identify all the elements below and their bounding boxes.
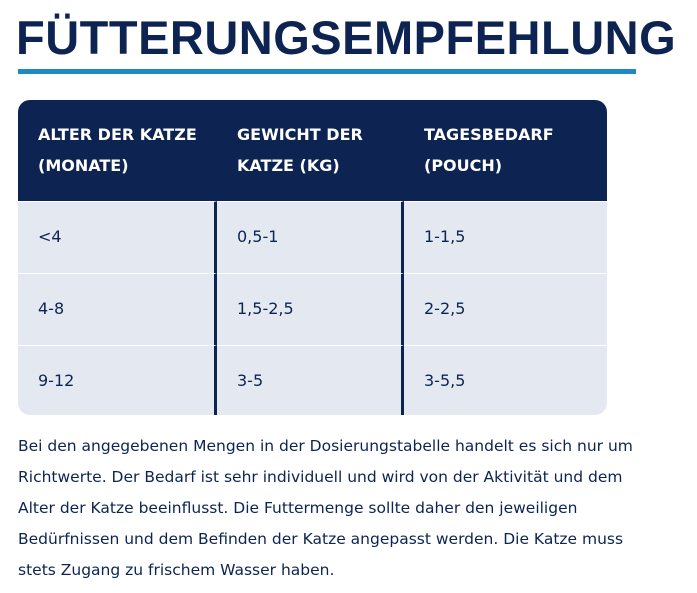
table-cell: 9-12 — [18, 345, 217, 415]
header-text: TAGESBEDARF — [424, 125, 554, 144]
cell-text: 1,5-2,5 — [237, 299, 294, 318]
table-cell: 3-5,5 — [404, 345, 607, 415]
cell-text: <4 — [38, 227, 62, 246]
paragraph: Bei den angegebenen Mengen in der Dosier… — [18, 431, 633, 586]
header-text: (POUCH) — [424, 156, 503, 175]
title-underline — [18, 69, 636, 74]
feeding-table: ALTER DER KATZE (MONATE) GEWICHT DER KATZE … — [18, 100, 607, 415]
paragraph-line: Bei den angegebenen Mengen in der Dosier… — [18, 437, 633, 455]
cell-text: 3-5 — [237, 371, 264, 390]
title: FÜTTERUNGSEMPFEHLUNG — [16, 11, 677, 64]
cell-text: 4-8 — [38, 299, 65, 318]
table-cell: 4-8 — [18, 273, 217, 345]
header-cell: ALTER DER KATZE (MONATE) — [18, 100, 217, 201]
header-text: (MONATE) — [38, 156, 129, 175]
paragraph-line: Richtwerte. Der Bedarf ist sehr individu… — [18, 468, 623, 486]
header-text: GEWICHT DER — [237, 125, 363, 144]
table-cell: 1-1,5 — [404, 201, 607, 273]
cell-text: 9-12 — [38, 371, 75, 390]
table-cell: 2-2,5 — [404, 273, 607, 345]
table-cell: 0,5-1 — [217, 201, 404, 273]
cell-text: 1-1,5 — [424, 227, 466, 246]
cell-text: 3-5,5 — [424, 371, 466, 390]
table-cell: 3-5 — [217, 345, 404, 415]
table-cell: 1,5-2,5 — [217, 273, 404, 345]
paragraph-line: Bedürfnissen und dem Befinden der Katze … — [18, 530, 624, 548]
paragraph-line: stets Zugang zu frischem Wasser haben. — [18, 561, 335, 579]
paragraph-line: Alter der Katze beeinflusst. Die Futterm… — [18, 499, 578, 517]
cell-text: 0,5-1 — [237, 227, 279, 246]
table-cell: <4 — [18, 201, 217, 273]
header-cell: GEWICHT DER KATZE (KG) — [217, 100, 404, 201]
header-cell: TAGESBEDARF (POUCH) — [404, 100, 607, 201]
header-text: KATZE (KG) — [237, 156, 340, 175]
header-text: ALTER DER KATZE — [38, 125, 197, 144]
cell-text: 2-2,5 — [424, 299, 466, 318]
